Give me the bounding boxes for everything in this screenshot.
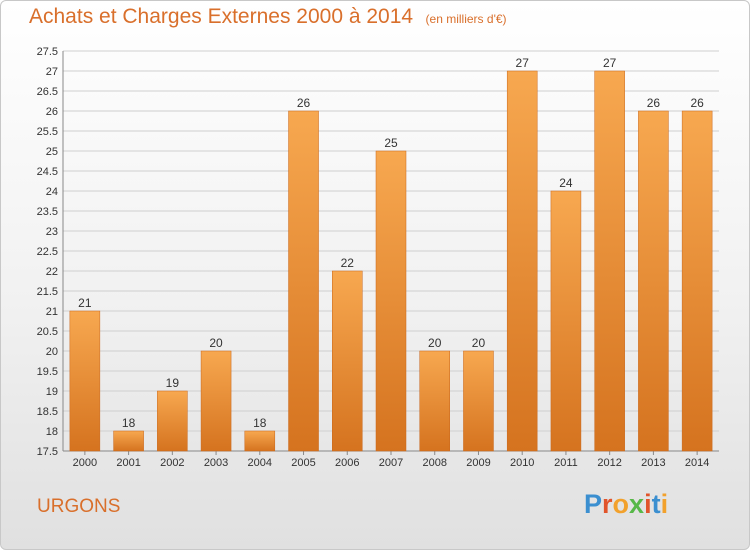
- data-label-2010: 27: [516, 56, 530, 70]
- data-label-2002: 19: [166, 376, 180, 390]
- data-label-2003: 20: [209, 336, 223, 350]
- data-label-2000: 21: [78, 296, 92, 310]
- logo-letter: o: [612, 489, 630, 519]
- data-label-2012: 27: [603, 56, 617, 70]
- y-tick-label: 24: [46, 186, 58, 198]
- bar-2002: [157, 390, 188, 452]
- chart-title-line: Achats et Charges Externes 2000 à 2014 (…: [29, 5, 507, 29]
- y-tick-label: 19.5: [37, 366, 58, 378]
- logo-letter: r: [602, 489, 613, 519]
- x-tick-label-2012: 2012: [597, 457, 621, 469]
- bar-2006: [332, 270, 363, 452]
- bar-2005: [288, 110, 319, 452]
- bar-2001: [113, 430, 144, 452]
- logo-letter: t: [651, 489, 661, 519]
- y-tick-label: 25.5: [37, 126, 58, 138]
- data-label-2006: 22: [341, 256, 355, 270]
- logo-letter: i: [644, 489, 652, 519]
- x-tick-label-2014: 2014: [685, 457, 709, 469]
- data-label-2011: 24: [559, 176, 573, 190]
- bar-2012: [594, 70, 625, 452]
- bar-2013: [638, 110, 669, 452]
- y-tick-label: 18: [46, 426, 58, 438]
- y-tick-label: 24.5: [37, 166, 58, 178]
- x-tick-label-2003: 2003: [204, 457, 228, 469]
- y-tick-label: 27.5: [37, 46, 58, 58]
- y-tick-label: 20.5: [37, 326, 58, 338]
- logo-letter: P: [584, 489, 603, 519]
- data-label-2005: 26: [297, 96, 311, 110]
- y-tick-label: 22.5: [37, 246, 58, 258]
- data-label-2008: 20: [428, 336, 442, 350]
- y-tick-label: 22: [46, 266, 58, 278]
- y-tick-label: 23: [46, 226, 58, 238]
- y-tick-label: 20: [46, 346, 58, 358]
- bar-2008: [419, 350, 450, 452]
- data-label-2009: 20: [472, 336, 486, 350]
- y-tick-label: 21: [46, 306, 58, 318]
- y-tick-label: 26.5: [37, 86, 58, 98]
- x-tick-label-2004: 2004: [248, 457, 272, 469]
- chart-title: Achats et Charges Externes 2000 à 2014: [29, 5, 414, 28]
- proxiti-logo: Proxiti: [584, 489, 668, 520]
- x-tick-label-2010: 2010: [510, 457, 534, 469]
- x-tick-labels: 2000 2001 2002 2003 2004 2005 2006 2007 2008 2009…: [73, 457, 710, 469]
- x-tick-label-2011: 2011: [554, 457, 578, 469]
- commune-name: URGONS: [37, 496, 121, 517]
- x-tick-label-2009: 2009: [466, 457, 490, 469]
- data-labels: 21 18 19 20 18 26 22 25 20 20 27 24 27 26 26: [78, 56, 704, 430]
- y-tick-label: 17.5: [37, 446, 58, 458]
- bar-2010: [506, 70, 538, 452]
- y-tick-label: 26: [46, 106, 58, 118]
- data-label-2004: 18: [253, 416, 267, 430]
- y-tick-label: 21.5: [37, 286, 58, 298]
- y-tick-label: 23.5: [37, 206, 58, 218]
- bar-2007: [375, 150, 407, 452]
- y-tick-label: 19: [46, 386, 58, 398]
- logo-letter: x: [629, 489, 645, 519]
- x-tick-label-2006: 2006: [335, 457, 359, 469]
- y-tick-label: 27: [46, 66, 58, 78]
- y-tick-labels: 17.5 18 18.5 19 19.5 20 20.5 21 21.5 22 22.5 23 23.5…: [37, 46, 58, 458]
- bars: [69, 70, 713, 452]
- y-tick-label: 18.5: [37, 406, 58, 418]
- x-tick-label-2001: 2001: [116, 457, 140, 469]
- x-tick-label-2013: 2013: [641, 457, 665, 469]
- bar-2003: [200, 350, 232, 452]
- x-tick-label-2008: 2008: [422, 457, 446, 469]
- bar-2014: [681, 110, 713, 452]
- data-label-2001: 18: [122, 416, 136, 430]
- chart-subtitle: (en milliers d'€): [425, 12, 507, 26]
- y-tick-label: 25: [46, 146, 58, 158]
- bar-2009: [463, 350, 494, 452]
- bar-2000: [69, 310, 101, 452]
- bar-2011: [550, 190, 582, 452]
- data-label-2014: 26: [690, 96, 704, 110]
- x-tick-label-2007: 2007: [379, 457, 403, 469]
- data-label-2013: 26: [647, 96, 661, 110]
- x-tick-label-2002: 2002: [160, 457, 184, 469]
- bar-2004: [244, 430, 276, 452]
- x-tick-label-2005: 2005: [291, 457, 315, 469]
- x-tick-label-2000: 2000: [73, 457, 97, 469]
- logo-letter: i: [660, 489, 669, 519]
- data-label-2007: 25: [384, 136, 398, 150]
